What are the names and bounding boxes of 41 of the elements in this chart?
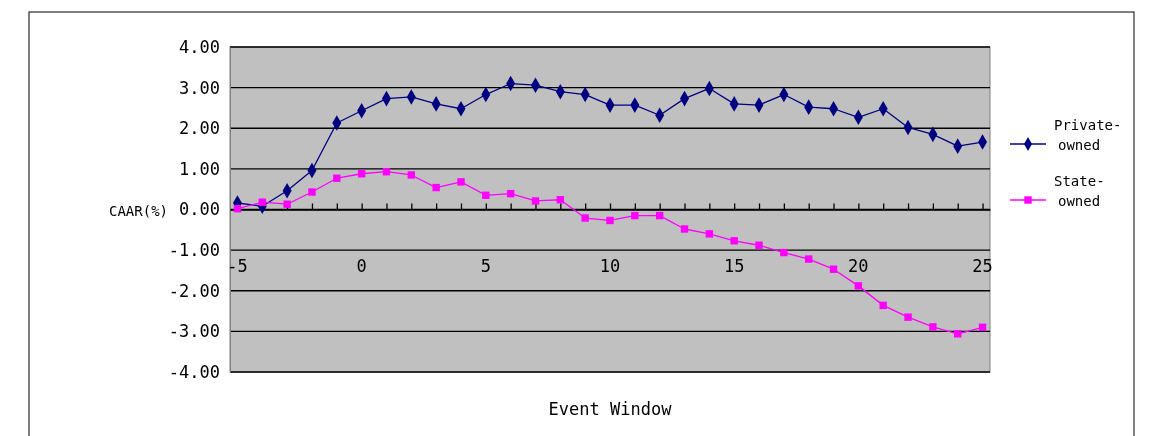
- y-tick-label: 1.00: [179, 158, 220, 179]
- point: [432, 183, 440, 192]
- point: [680, 225, 689, 233]
- y-tick-label: 3.00: [179, 77, 220, 98]
- point: [780, 248, 788, 257]
- y-tick-label: 0.00: [179, 199, 220, 220]
- point: [407, 171, 416, 179]
- legend-label: State-owned: [1054, 173, 1105, 209]
- point: [929, 323, 937, 331]
- legend-label: Private-owned: [1054, 117, 1122, 153]
- point: [954, 330, 962, 338]
- x-tick-label: 15: [723, 255, 745, 276]
- point: [482, 191, 490, 199]
- x-tick-label: -5: [227, 255, 248, 276]
- x-tick-label: 10: [599, 255, 621, 276]
- x-tick-label: 20: [848, 255, 869, 276]
- y-tick-label: 4.00: [179, 36, 220, 57]
- point: [854, 282, 863, 290]
- x-tick-label: 5: [480, 255, 491, 276]
- y-tick-label: -2.00: [168, 280, 220, 301]
- point: [606, 216, 614, 225]
- y-tick-label: -3.00: [168, 321, 220, 342]
- point: [457, 178, 465, 186]
- point: [631, 211, 639, 220]
- x-tick-label: 0: [356, 255, 367, 276]
- y-tick-label: 2.00: [179, 118, 220, 139]
- y-tick-label: -4.00: [168, 361, 220, 382]
- point: [730, 237, 738, 245]
- point: [705, 230, 714, 238]
- point: [904, 313, 912, 321]
- x-tick-label: 25: [972, 255, 993, 276]
- point: [879, 301, 887, 310]
- point: [804, 255, 813, 263]
- point: [581, 214, 589, 222]
- point: [531, 197, 540, 205]
- y-tick-label: -1.00: [168, 240, 220, 261]
- point: [755, 241, 763, 249]
- point: [333, 174, 341, 182]
- x-axis-title: Event Window: [548, 399, 673, 419]
- y-axis-title: CAAR(%): [108, 202, 168, 219]
- point: [308, 188, 316, 196]
